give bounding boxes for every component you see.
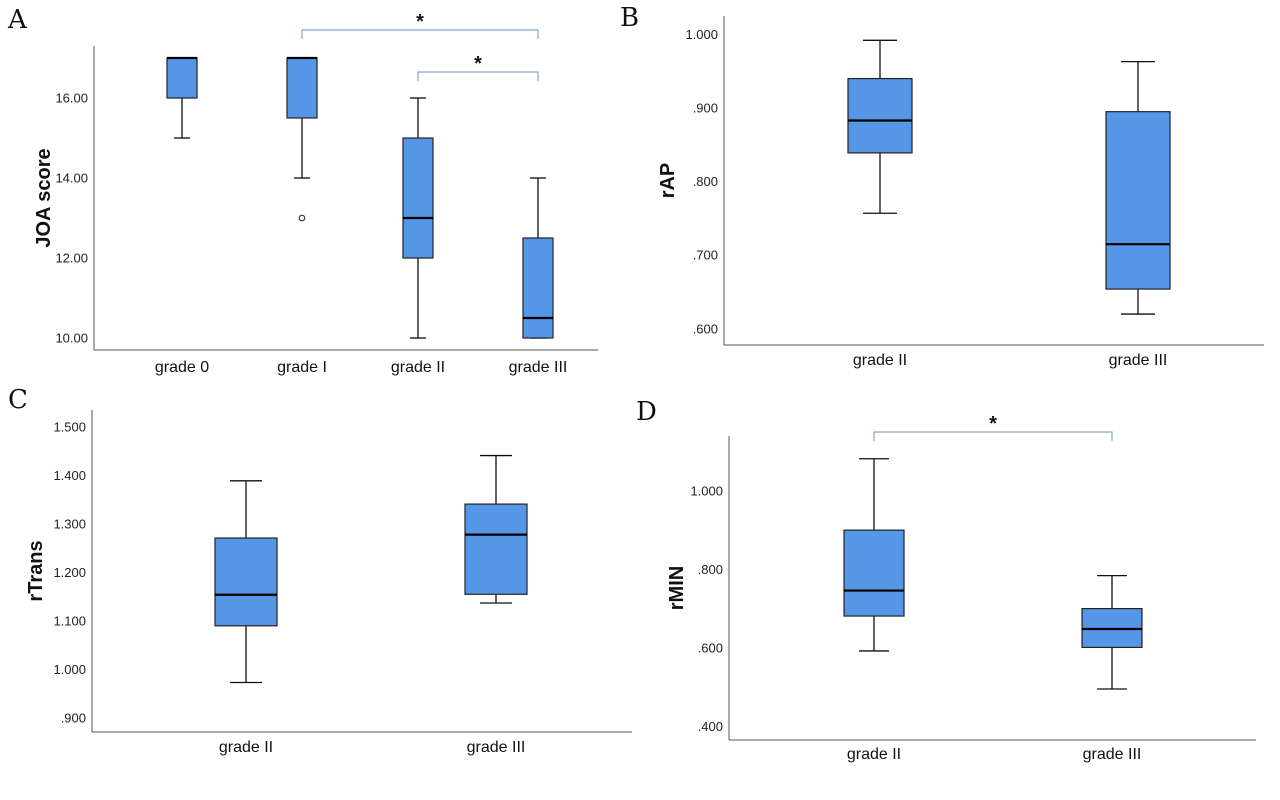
y-tick-label: 1.200: [53, 565, 86, 580]
significance-bracket: [417, 71, 539, 81]
box-grade-iii: [464, 454, 528, 604]
significance-bracket: [301, 29, 539, 39]
significance-star: *: [416, 11, 424, 33]
panel-letter: C: [8, 385, 28, 415]
x-category-label: grade II: [219, 739, 273, 756]
y-tick-label: 1.300: [53, 516, 86, 531]
x-category-label: grade III: [1083, 746, 1142, 763]
x-category-label: grade 0: [155, 359, 209, 376]
significance-star: *: [989, 413, 997, 435]
y-tick-label: .400: [698, 719, 723, 734]
y-tick-label: 1.500: [53, 419, 86, 434]
box-grade-ii: [214, 480, 278, 684]
y-axis-label: rAP: [657, 163, 679, 199]
x-category-label: grade I: [277, 359, 327, 376]
x-category-label: grade III: [1109, 352, 1168, 369]
y-tick-label: .900: [693, 101, 718, 116]
panel-letter: D: [636, 397, 657, 427]
y-tick-label: .600: [698, 640, 723, 655]
y-tick-label: 10.00: [55, 331, 88, 346]
box-grade-iii: [522, 177, 554, 339]
y-tick-label: 12.00: [55, 251, 88, 266]
significance-bracket: [873, 431, 1113, 441]
y-tick-label: 14.00: [55, 171, 88, 186]
y-tick-label: 1.400: [53, 468, 86, 483]
iqr-box: [847, 77, 913, 154]
iqr-box: [402, 137, 434, 259]
box-grade-i: [286, 56, 318, 222]
significance-star: *: [474, 53, 482, 75]
y-tick-label: .800: [698, 562, 723, 577]
iqr-box: [1105, 111, 1171, 290]
x-category-label: grade II: [853, 352, 907, 369]
box-grade-0: [166, 56, 198, 139]
y-axis-label: rTrans: [25, 540, 47, 601]
panel-a: A JOA score 10.00 12.00 14.00 16.00 grade 0 gra…: [7, 5, 598, 376]
y-axis-label: JOA score: [33, 148, 55, 247]
y-tick-label: 1.100: [53, 613, 86, 628]
x-category-label: grade III: [509, 359, 568, 376]
y-tick-label: 1.000: [685, 27, 718, 42]
y-axis-label: rMIN: [666, 566, 688, 610]
box-grade-ii: [847, 39, 913, 214]
iqr-box: [166, 57, 198, 99]
y-tick-label: 16.00: [55, 91, 88, 106]
panel-letter: A: [7, 5, 28, 35]
y-tick-label: .900: [61, 710, 86, 725]
x-category-label: grade II: [847, 746, 901, 763]
box-grade-iii: [1105, 60, 1171, 315]
x-category-label: grade II: [391, 359, 445, 376]
y-tick-label: 1.000: [53, 662, 86, 677]
y-tick-label: .600: [693, 321, 718, 336]
iqr-box: [464, 503, 528, 595]
iqr-box: [286, 57, 318, 119]
box-grade-ii: [843, 458, 905, 652]
box-grade-iii: [1081, 574, 1143, 690]
box-grade-ii: [402, 97, 434, 339]
y-tick-label: 1.000: [690, 483, 723, 498]
panel-letter: B: [620, 3, 639, 33]
y-tick-label: .700: [693, 248, 718, 263]
x-category-label: grade III: [467, 739, 526, 756]
iqr-box: [522, 237, 554, 339]
iqr-box: [843, 529, 905, 617]
outlier-point: [298, 214, 306, 222]
iqr-box: [214, 537, 278, 627]
y-tick-label: .800: [693, 174, 718, 189]
